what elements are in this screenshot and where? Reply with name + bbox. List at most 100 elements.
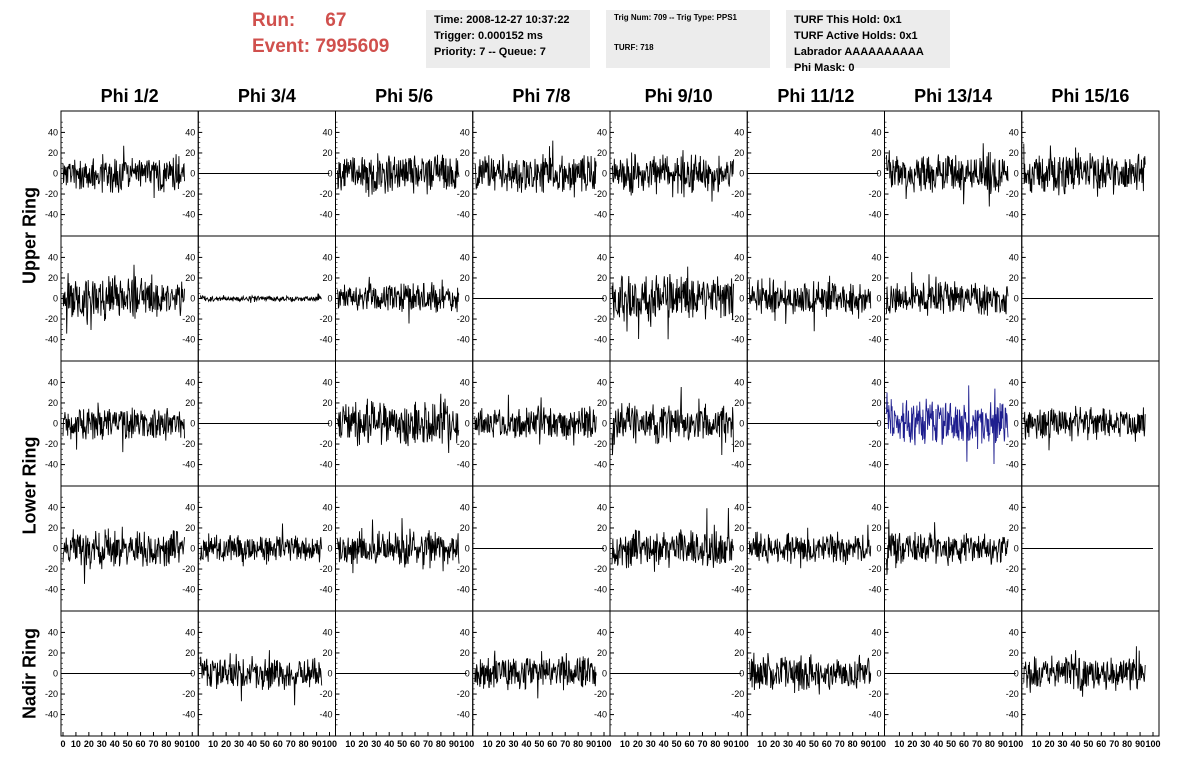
y-tick-label: 0 bbox=[876, 669, 881, 679]
y-tick-label: 40 bbox=[1009, 252, 1019, 262]
y-tick-label: 0 bbox=[1014, 169, 1019, 179]
y-tick-label: 40 bbox=[871, 377, 881, 387]
y-tick-label: 0 bbox=[327, 419, 332, 429]
y-tick-label: 40 bbox=[322, 252, 332, 262]
waveform-panel: 40 20 0 -20 -40 bbox=[594, 360, 748, 487]
y-tick-label: -40 bbox=[731, 710, 744, 720]
y-tick-label: -20 bbox=[731, 314, 744, 324]
x-tick-label: 100 bbox=[1145, 739, 1160, 749]
y-tick-label: 20 bbox=[597, 273, 607, 283]
y-tick-label: -40 bbox=[868, 460, 881, 470]
x-tick-label: 100 bbox=[1008, 739, 1023, 749]
column-header: Phi 3/4 bbox=[237, 86, 296, 106]
y-tick-label: -40 bbox=[319, 585, 332, 595]
y-tick-label: -40 bbox=[731, 460, 744, 470]
y-tick-label: -40 bbox=[182, 585, 195, 595]
waveform-trace bbox=[611, 507, 734, 572]
waveform-panel: 40 20 0 -20 -40 bbox=[594, 485, 748, 612]
column-header: Phi 7/8 bbox=[512, 86, 571, 106]
x-tick-label: 100 bbox=[734, 739, 749, 749]
y-tick-label: 0 bbox=[1014, 294, 1019, 304]
waveform-trace bbox=[199, 293, 322, 303]
y-tick-label: 20 bbox=[48, 273, 58, 283]
waveform-panel: 40 20 0 -20 -40 bbox=[182, 485, 336, 612]
y-tick-label: 40 bbox=[871, 627, 881, 637]
y-tick-label: 40 bbox=[48, 502, 58, 512]
x-tick-label: 10 bbox=[345, 739, 355, 749]
y-tick-label: -20 bbox=[182, 189, 195, 199]
y-tick-label: -20 bbox=[45, 439, 58, 449]
x-tick-label: 80 bbox=[848, 739, 858, 749]
x-tick-label: 40 bbox=[1070, 739, 1080, 749]
y-tick-label: 40 bbox=[185, 127, 195, 137]
x-tick-label: 90 bbox=[312, 739, 322, 749]
x-tick-label: 80 bbox=[1122, 739, 1132, 749]
y-tick-label: 40 bbox=[734, 252, 744, 262]
y-tick-label: 0 bbox=[602, 419, 607, 429]
trigger-text: Trigger: 0.000152 ms bbox=[434, 30, 543, 42]
y-tick-label: 40 bbox=[734, 502, 744, 512]
y-tick-label: 40 bbox=[734, 627, 744, 637]
y-tick-label: 0 bbox=[465, 669, 470, 679]
y-tick-label: 40 bbox=[460, 127, 470, 137]
waveform-trace bbox=[337, 518, 460, 574]
x-tick-label: 80 bbox=[710, 739, 720, 749]
y-tick-label: 0 bbox=[1014, 419, 1019, 429]
y-tick-label: 0 bbox=[739, 544, 744, 554]
y-tick-label: 0 bbox=[465, 294, 470, 304]
y-tick-label: 20 bbox=[1009, 148, 1019, 158]
y-tick-label: -20 bbox=[182, 439, 195, 449]
y-tick-label: -20 bbox=[731, 189, 744, 199]
time-text: Time: 2008-12-27 10:37:22 bbox=[434, 14, 570, 26]
column-header: Phi 15/16 bbox=[1051, 86, 1130, 106]
y-tick-label: -20 bbox=[868, 189, 881, 199]
y-tick-label: -40 bbox=[457, 335, 470, 345]
y-tick-label: 40 bbox=[185, 627, 195, 637]
y-tick-label: 0 bbox=[602, 669, 607, 679]
event-line: Event: 7995609 bbox=[252, 34, 389, 60]
x-tick-label: 90 bbox=[586, 739, 596, 749]
y-tick-label: 0 bbox=[465, 419, 470, 429]
waveform-panel: 40 20 0 -20 -40 bbox=[1006, 110, 1160, 237]
y-tick-label: -40 bbox=[319, 210, 332, 220]
y-tick-label: 0 bbox=[602, 544, 607, 554]
x-tick-label: 40 bbox=[659, 739, 669, 749]
x-tick-label: 70 bbox=[697, 739, 707, 749]
x-tick-label: 50 bbox=[946, 739, 956, 749]
y-tick-label: 0 bbox=[876, 294, 881, 304]
waveform-trace bbox=[62, 526, 185, 584]
x-tick-label: 20 bbox=[221, 739, 231, 749]
y-tick-label: 20 bbox=[322, 523, 332, 533]
run-line: Run: 67 bbox=[252, 8, 389, 34]
x-tick-label: 40 bbox=[247, 739, 257, 749]
x-tick-label: 0 bbox=[60, 739, 65, 749]
waveform-panel: 40 20 0 -20 -40 bbox=[45, 485, 199, 612]
y-tick-label: 40 bbox=[322, 377, 332, 387]
x-tick-label: 100 bbox=[185, 739, 200, 749]
y-tick-label: -40 bbox=[731, 585, 744, 595]
y-tick-label: 0 bbox=[876, 544, 881, 554]
y-tick-label: 20 bbox=[460, 398, 470, 408]
y-tick-label: 0 bbox=[53, 169, 58, 179]
waveform-panel: 40 20 0 -20 -40 bbox=[45, 235, 199, 362]
waveform-panel: 40 20 0 -20 -40 bbox=[731, 360, 885, 487]
y-tick-label: -40 bbox=[1006, 585, 1019, 595]
y-tick-label: -20 bbox=[457, 564, 470, 574]
y-tick-label: 40 bbox=[322, 502, 332, 512]
y-tick-label: -40 bbox=[45, 460, 58, 470]
x-tick-label: 10 bbox=[483, 739, 493, 749]
y-tick-label: 40 bbox=[48, 252, 58, 262]
waveform-panel: 40 20 0 -20 -40 bbox=[457, 110, 611, 237]
x-tick-label: 70 bbox=[972, 739, 982, 749]
y-tick-label: -40 bbox=[45, 335, 58, 345]
y-tick-label: 20 bbox=[185, 523, 195, 533]
x-tick-label: 30 bbox=[234, 739, 244, 749]
waveform-trace bbox=[474, 394, 597, 446]
y-tick-label: 40 bbox=[597, 627, 607, 637]
y-tick-label: 20 bbox=[48, 523, 58, 533]
y-tick-label: 20 bbox=[871, 398, 881, 408]
